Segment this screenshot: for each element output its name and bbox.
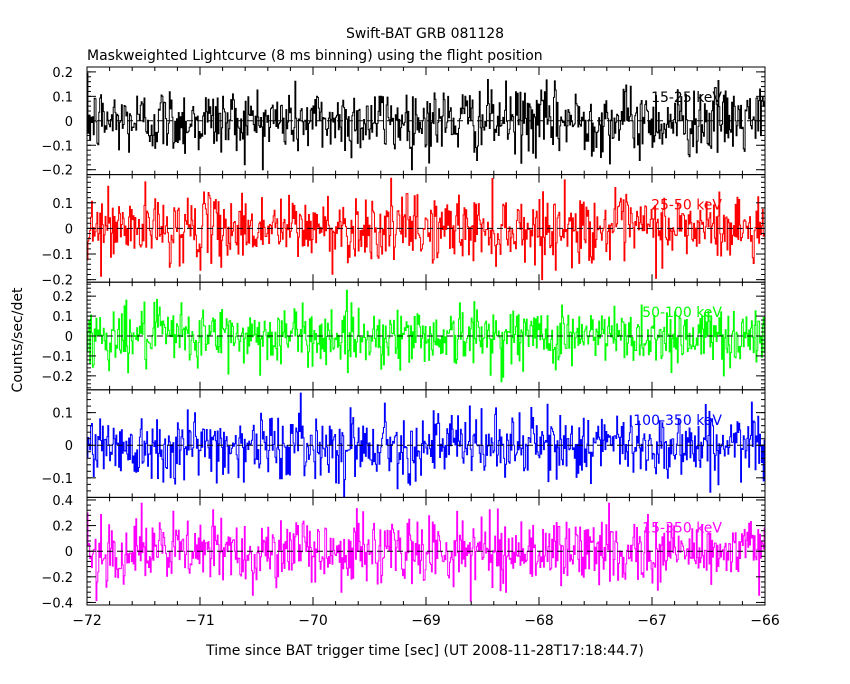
y-tick-label: 0: [65, 115, 73, 130]
y-tick-label: −0.4: [41, 596, 73, 611]
chart-title: Swift-BAT GRB 081128: [346, 26, 504, 42]
x-tick-label: −68: [524, 613, 554, 629]
x-tick-label: −71: [185, 613, 215, 629]
x-tick-label: −67: [637, 613, 667, 629]
series-line-panel-5: [87, 502, 765, 602]
x-tick-label: −66: [750, 613, 780, 629]
y-tick-label: −0.2: [41, 370, 73, 385]
y-tick-label: 0: [65, 222, 73, 237]
y-tick-label: −0.1: [41, 248, 73, 263]
panel-5: 15-350 keV −0.4 −0.2 0 0.2 0.4: [41, 494, 766, 611]
y-tick-label: 0: [65, 330, 73, 345]
y-tick-label: −0.2: [41, 164, 73, 179]
x-tick-label: −72: [72, 613, 102, 629]
y-tick-label: −0.1: [41, 472, 73, 487]
y-tick-label: −0.2: [41, 274, 73, 289]
series-line-panel-4: [87, 392, 765, 498]
panel-4: 100-350 keV −0.1 0 0.1: [41, 389, 766, 498]
x-axis-label: Time since BAT trigger time [sec] (UT 20…: [205, 643, 644, 659]
panel-3: 50-100 keV −0.2 −0.1 0 0.1 0.2: [41, 281, 766, 391]
series-line-panel-1: [87, 72, 765, 171]
y-tick-label: −0.1: [41, 350, 73, 365]
y-tick-label: 0: [65, 545, 73, 560]
y-tick-label: 0: [65, 439, 73, 454]
y-tick-label: 0.1: [52, 407, 73, 422]
y-tick-label: 0.1: [52, 310, 73, 325]
band-label-panel-1: 15-25 keV: [651, 90, 722, 106]
y-tick-label: 0.2: [52, 66, 73, 81]
y-tick-label: 0.2: [52, 290, 73, 305]
y-tick-label: 0.1: [52, 197, 73, 212]
chart-subtitle: Maskweighted Lightcurve (8 ms binning) u…: [87, 48, 543, 64]
y-tick-label: −0.2: [41, 571, 73, 586]
band-label-panel-4: 100-350 keV: [633, 413, 722, 429]
band-label-panel-3: 50-100 keV: [642, 305, 722, 321]
band-label-panel-5: 15-350 keV: [642, 520, 722, 536]
panels-group: 15-25 keV −0.2 −0.1 0 0.1 0.2 25-50 keV −0.2 −0.…: [41, 66, 779, 629]
y-tick-label: 0.4: [52, 494, 73, 509]
panel-1: 15-25 keV −0.2 −0.1 0 0.1 0.2: [41, 66, 766, 179]
x-tick-label: −69: [411, 613, 441, 629]
y-axis-label: Counts/sec/det: [10, 287, 26, 392]
y-tick-label: 0.2: [52, 520, 73, 535]
band-label-panel-2: 25-50 keV: [651, 198, 722, 214]
series-line-panel-2: [87, 177, 765, 281]
y-tick-label: 0.1: [52, 90, 73, 105]
y-tick-label: −0.1: [41, 139, 73, 154]
panel-2: 25-50 keV −0.2 −0.1 0 0.1: [41, 174, 766, 289]
series-line-panel-3: [87, 289, 765, 383]
x-tick-label: −70: [298, 613, 328, 629]
